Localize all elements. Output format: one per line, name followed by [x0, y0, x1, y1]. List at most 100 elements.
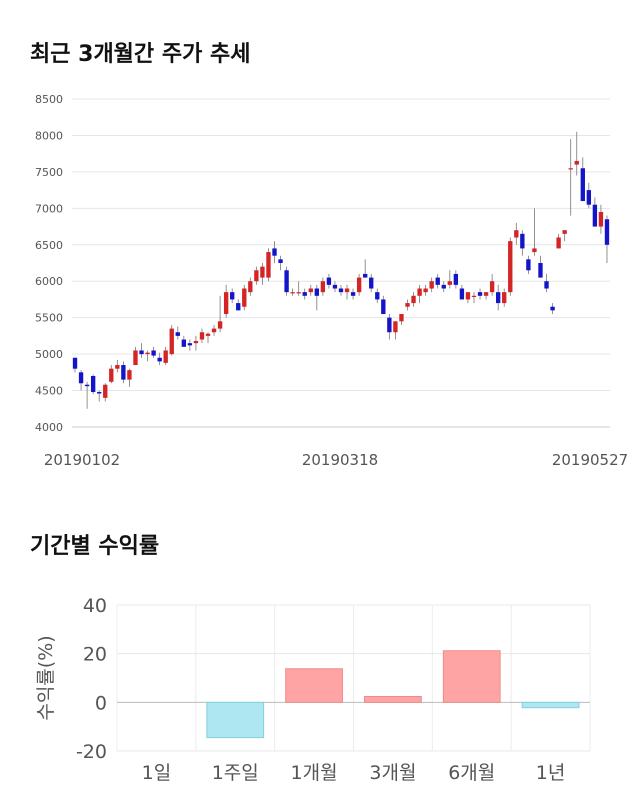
- candle-body: [520, 233, 525, 249]
- candle-body: [580, 168, 585, 202]
- candle-body: [169, 328, 174, 355]
- candle-body: [514, 230, 519, 238]
- candle-body: [109, 368, 114, 382]
- candle-body: [187, 343, 193, 346]
- y-tick-label: 5000: [35, 348, 63, 361]
- candle-body: [423, 288, 428, 293]
- candle: [381, 295, 386, 315]
- candle: [423, 284, 428, 296]
- candle-body: [145, 352, 150, 355]
- candle-body: [465, 292, 471, 300]
- candle-body: [97, 392, 102, 394]
- candle-body: [248, 281, 253, 293]
- return-bar: [521, 701, 580, 709]
- candle-body: [441, 284, 446, 289]
- candle: [199, 328, 205, 344]
- candle-body: [350, 292, 356, 296]
- candle: [151, 346, 156, 358]
- x-tick-label: 3개월: [369, 762, 416, 784]
- y-tick-label: 4500: [35, 385, 63, 398]
- y-tick-label: 20: [83, 644, 107, 666]
- x-tick-label: 20190102: [44, 451, 120, 469]
- candle: [260, 263, 265, 285]
- candle-body: [471, 295, 477, 297]
- candle-body: [568, 168, 573, 170]
- candle: [399, 314, 404, 325]
- candle-body: [532, 248, 537, 253]
- x-tick-label: 20190318: [302, 451, 378, 469]
- candle-body: [72, 357, 78, 369]
- candle: [296, 281, 301, 296]
- candle: [217, 295, 223, 333]
- candle: [115, 359, 120, 373]
- candle: [465, 292, 471, 304]
- candle-body: [139, 350, 144, 355]
- returns-bar-chart: -20 0 20 40 1일 1주일 1개월 3개월 6개월 1년 수익률(%): [35, 595, 591, 784]
- candle: [580, 157, 585, 202]
- candle-body: [538, 263, 543, 278]
- candle-body: [429, 281, 434, 289]
- candle-body: [586, 190, 592, 205]
- candle-body: [151, 350, 156, 356]
- candle-body: [84, 384, 90, 387]
- candle-body: [133, 350, 138, 366]
- candle: [477, 288, 483, 300]
- candle: [568, 139, 573, 216]
- candle-body: [223, 292, 229, 315]
- candle: [278, 255, 283, 271]
- candle: [163, 346, 168, 366]
- candle: [78, 370, 84, 391]
- x-tick-label: 1일: [142, 762, 172, 784]
- candle-body: [296, 292, 301, 294]
- candle: [556, 233, 561, 249]
- x-tick-label: 1개월: [291, 762, 338, 784]
- candle: [314, 284, 319, 311]
- candle-body: [157, 357, 162, 362]
- return-bar: [206, 701, 265, 739]
- candle-body: [381, 299, 386, 315]
- candle: [121, 361, 126, 384]
- price-trend-title: 최근 3개월간 주가 추세: [30, 42, 251, 67]
- candle: [489, 273, 495, 296]
- candle-body: [556, 237, 561, 249]
- candle: [411, 292, 416, 307]
- return-bar: [442, 650, 501, 703]
- candle: [284, 266, 289, 296]
- candle: [356, 273, 362, 296]
- candle: [453, 270, 459, 289]
- candle: [532, 208, 537, 256]
- candle-body: [477, 292, 483, 296]
- candle: [139, 343, 144, 358]
- candle-body: [230, 292, 235, 300]
- candle-body: [199, 332, 205, 340]
- candle-body: [411, 295, 416, 304]
- candle: [369, 273, 374, 293]
- candle: [538, 255, 543, 278]
- candle-body: [393, 321, 398, 333]
- y-tick-label: -20: [76, 741, 107, 763]
- candle: [459, 284, 465, 300]
- candle: [97, 390, 102, 402]
- candle: [332, 281, 338, 293]
- candle-body: [562, 230, 567, 234]
- candle: [169, 324, 174, 356]
- candle: [592, 197, 598, 227]
- candle: [127, 368, 132, 387]
- candle: [586, 182, 592, 209]
- candle: [483, 292, 489, 300]
- candle: [181, 335, 187, 347]
- candle: [320, 277, 326, 296]
- candle-body: [193, 340, 199, 344]
- candle: [205, 332, 211, 344]
- candle: [223, 284, 229, 318]
- candle: [598, 204, 604, 234]
- candle-body: [338, 288, 344, 293]
- y-tick-label: 8500: [35, 93, 63, 106]
- y-tick-label: 7500: [35, 166, 63, 179]
- candle: [266, 248, 271, 282]
- y-tick-label: 0: [95, 692, 107, 714]
- candle: [133, 346, 138, 366]
- candle: [495, 284, 501, 311]
- candle-body: [489, 281, 495, 293]
- candle-body: [526, 259, 531, 271]
